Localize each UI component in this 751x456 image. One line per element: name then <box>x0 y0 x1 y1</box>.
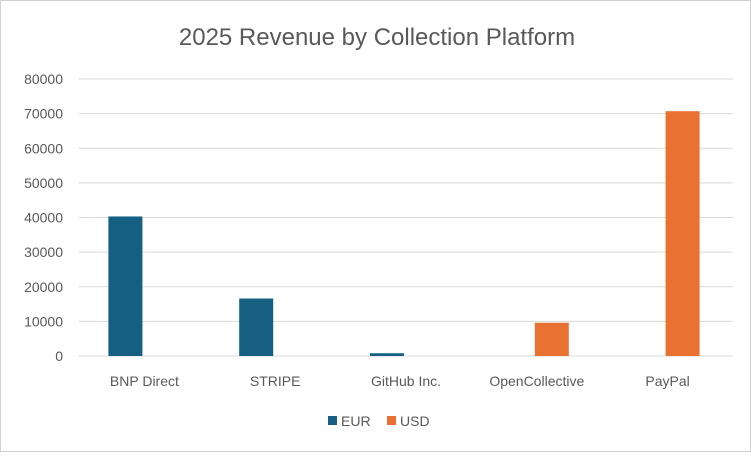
bar-eur <box>108 216 143 356</box>
y-tick-label: 70000 <box>24 106 63 122</box>
legend-label: EUR <box>341 413 371 429</box>
bar-eur <box>370 353 404 356</box>
y-tick-label: 50000 <box>24 175 63 191</box>
x-tick-label: OpenCollective <box>489 373 584 389</box>
y-tick-label: 20000 <box>24 279 63 295</box>
x-tick-label: BNP Direct <box>110 373 179 389</box>
bar-usd <box>534 322 569 356</box>
legend-swatch <box>387 416 396 425</box>
legend-swatch <box>328 416 337 425</box>
y-tick-label: 10000 <box>24 313 63 329</box>
x-tick-label: GitHub Inc. <box>371 373 441 389</box>
bar-eur <box>239 298 274 356</box>
chart-title: 2025 Revenue by Collection Platform <box>179 24 575 51</box>
y-tick-label: 80000 <box>24 71 63 87</box>
y-tick-label: 30000 <box>24 244 63 260</box>
x-tick-label: PayPal <box>645 373 689 389</box>
y-tick-label: 40000 <box>24 210 63 226</box>
y-tick-label: 60000 <box>24 140 63 156</box>
y-tick-label: 0 <box>55 348 63 364</box>
x-tick-label: STRIPE <box>250 373 301 389</box>
legend-label: USD <box>400 413 430 429</box>
bar-usd <box>665 111 700 356</box>
